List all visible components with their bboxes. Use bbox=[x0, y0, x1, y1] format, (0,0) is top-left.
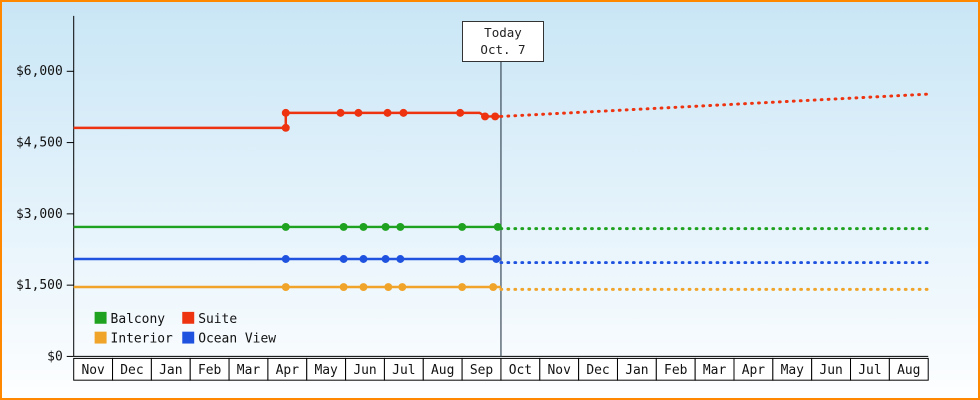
month-label: Mar bbox=[703, 363, 727, 378]
today-label: Today bbox=[484, 25, 522, 40]
month-label: May bbox=[781, 363, 805, 378]
legend-swatch bbox=[94, 311, 107, 324]
series-marker bbox=[339, 222, 348, 231]
series-marker bbox=[381, 255, 390, 263]
y-tick-label: $6,000 bbox=[16, 64, 63, 79]
month-label: Nov bbox=[81, 363, 105, 378]
series-marker bbox=[354, 108, 363, 117]
series-marker bbox=[399, 108, 408, 117]
series-marker bbox=[491, 112, 500, 121]
series-marker bbox=[339, 283, 348, 292]
month-label: Jan bbox=[159, 363, 182, 378]
series-marker bbox=[489, 283, 498, 292]
month-label: Oct bbox=[509, 363, 532, 378]
series-marker bbox=[339, 255, 348, 263]
month-label: Dec bbox=[586, 363, 609, 378]
series-marker bbox=[384, 283, 393, 292]
month-label: Jul bbox=[858, 363, 881, 378]
series-marker bbox=[458, 255, 467, 263]
month-label: Jun bbox=[819, 363, 842, 378]
legend-label: Balcony bbox=[111, 312, 166, 327]
series-marker bbox=[281, 108, 290, 117]
series-marker bbox=[396, 222, 405, 231]
month-label: Feb bbox=[198, 363, 221, 378]
month-label: Apr bbox=[276, 363, 300, 378]
series-forecast-suite bbox=[499, 92, 930, 118]
series-marker bbox=[398, 283, 407, 292]
series-marker bbox=[492, 255, 501, 263]
month-label: Aug bbox=[431, 363, 454, 378]
series-marker bbox=[281, 222, 290, 231]
y-tick-label: $0 bbox=[47, 349, 63, 364]
month-label: Jul bbox=[392, 363, 415, 378]
month-label: Mar bbox=[237, 363, 261, 378]
y-tick-label: $3,000 bbox=[16, 207, 63, 222]
legend-swatch bbox=[182, 331, 195, 344]
legend-label: Suite bbox=[198, 312, 237, 327]
legend-swatch bbox=[182, 311, 195, 324]
series-marker bbox=[381, 222, 390, 231]
series-marker bbox=[458, 283, 467, 292]
month-label: Dec bbox=[120, 363, 143, 378]
month-label: Feb bbox=[664, 363, 687, 378]
today-annotation: Today Oct. 7 bbox=[462, 21, 544, 62]
month-label: Jan bbox=[625, 363, 648, 378]
series-marker bbox=[493, 222, 502, 231]
series-marker bbox=[281, 255, 290, 263]
series-marker bbox=[281, 123, 290, 132]
legend-label: Ocean View bbox=[198, 332, 276, 347]
today-date: Oct. 7 bbox=[480, 42, 526, 57]
month-label: Jun bbox=[353, 363, 376, 378]
series-marker bbox=[458, 222, 467, 231]
month-label: Sep bbox=[470, 363, 493, 378]
y-tick-label: $4,500 bbox=[16, 136, 63, 151]
month-label: Nov bbox=[548, 363, 572, 378]
series-marker bbox=[359, 255, 368, 263]
series-marker bbox=[383, 108, 392, 117]
month-label: May bbox=[314, 363, 338, 378]
month-label: Apr bbox=[742, 363, 766, 378]
series-marker bbox=[281, 283, 290, 292]
month-cell bbox=[888, 357, 929, 381]
month-label: Aug bbox=[897, 363, 920, 378]
y-tick-label: $1,500 bbox=[16, 278, 63, 293]
series-marker bbox=[396, 255, 405, 263]
series-marker bbox=[359, 222, 368, 231]
series-marker bbox=[336, 108, 345, 117]
legend-swatch bbox=[94, 331, 107, 344]
legend-label: Interior bbox=[111, 332, 174, 347]
series-marker bbox=[359, 283, 368, 292]
series-marker bbox=[456, 108, 465, 117]
series-marker bbox=[481, 112, 490, 121]
